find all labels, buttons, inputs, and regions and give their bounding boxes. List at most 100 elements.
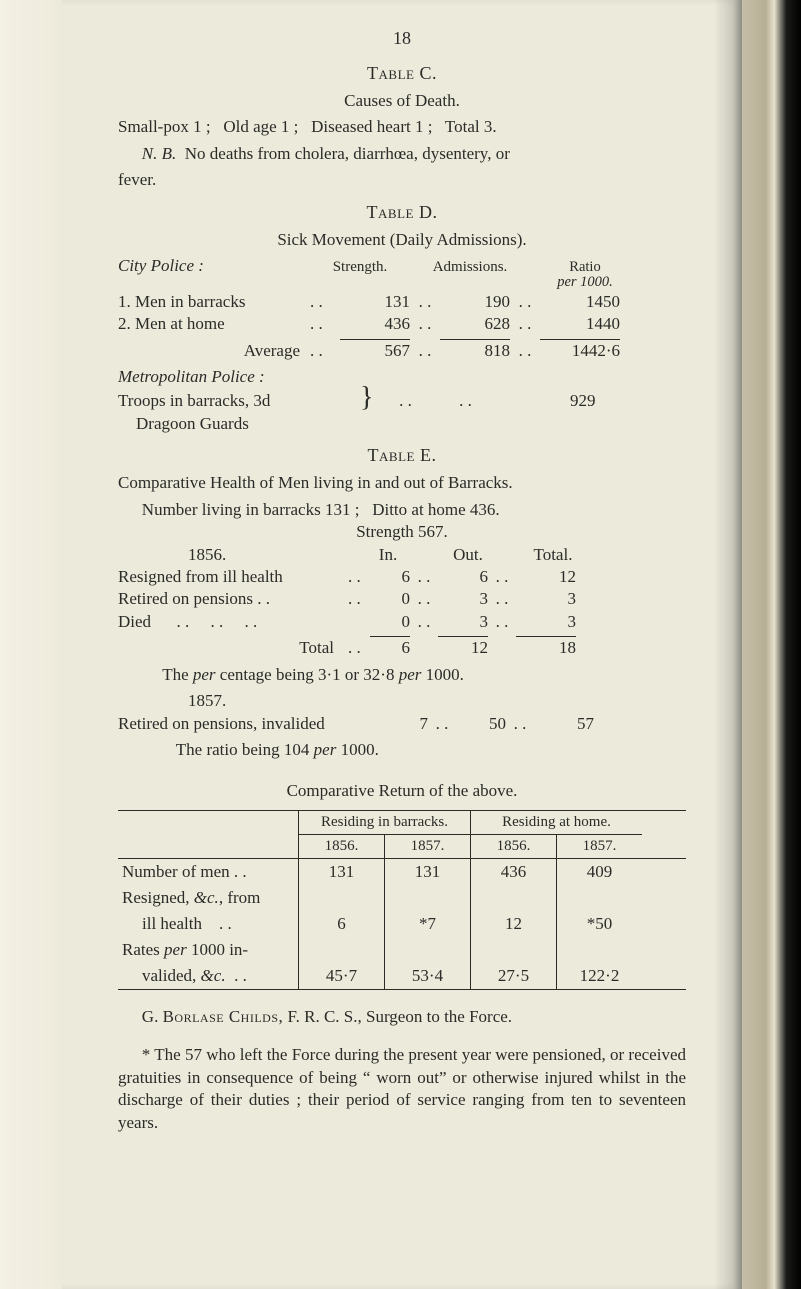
right-binding xyxy=(742,0,801,1289)
td-troops-l2: Dragoon Guards xyxy=(118,414,249,433)
ct-r1-label: Number of men . . xyxy=(118,859,298,885)
metro-police-label: Metropolitan Police : xyxy=(118,366,686,388)
ct-group2: Residing at home. xyxy=(470,811,642,834)
te-year1: 1856. xyxy=(118,544,348,566)
te-line2b: Ditto at home 436. xyxy=(372,500,499,519)
ct-r5-a: 45·7 xyxy=(298,963,384,989)
comp-return-title: Comparative Return of the above. xyxy=(118,780,686,802)
te-r3-label-text: Died xyxy=(118,612,151,631)
te-tot-out: 12 xyxy=(438,637,488,659)
ct-r4-a xyxy=(298,937,384,963)
tc-smallpox: Small-pox 1 ; xyxy=(118,117,211,136)
te-r1-label: Resigned from ill health xyxy=(118,566,348,588)
te-r1-total: 12 xyxy=(516,566,576,588)
te-row-1: Resigned from ill health . . 6 . . 6 . .… xyxy=(118,566,686,588)
te-row-2: Retired on pensions . . . . 0 . . 3 . . … xyxy=(118,588,686,610)
signature-line: G. Borlase Childs, F. R. C. S., Surgeon … xyxy=(118,1006,686,1028)
te-per-b: per xyxy=(193,665,216,684)
ct-r2-label: Resigned, &c., from xyxy=(118,885,298,911)
ct-r3-c: 12 xyxy=(470,911,556,937)
te-line2a: Number living in barracks 131 ; xyxy=(142,500,360,519)
table-d-header-row: City Police : Strength. Admissions. Rati… xyxy=(118,255,686,290)
page-number: 18 xyxy=(118,28,686,49)
nb-label: N. B. xyxy=(142,144,176,163)
ct-r2-a xyxy=(298,885,384,911)
td-troops-row: Troops in barracks, 3d Dragoon Guards } … xyxy=(118,388,686,435)
te-total-label: Total xyxy=(118,637,348,659)
ct-r5-d: 122·2 xyxy=(556,963,642,989)
td-troops-l1: Troops in barracks, 3d xyxy=(118,391,270,410)
sig-a: G. xyxy=(142,1007,163,1026)
page: 18 Table C. Causes of Death. Small-pox 1… xyxy=(62,0,742,1289)
ct-r1-a: 131 xyxy=(298,859,384,885)
te-line2: Number living in barracks 131 ; Ditto at… xyxy=(118,499,686,521)
table-e-heading: Table E. xyxy=(118,445,686,466)
footnote: * The 57 who left the Force during the p… xyxy=(118,1044,686,1134)
ct-r5-b: 53·4 xyxy=(384,963,470,989)
ct-group-row: Residing in barracks. Residing at home. xyxy=(118,811,686,834)
te-row-3: Died . . . . . . 0 . . 3 . . 3 xyxy=(118,611,686,633)
te-per-line: The per centage being 3·1 or 32·8 per 10… xyxy=(118,664,686,686)
table-d-subtitle: Sick Movement (Daily Admissions). xyxy=(118,229,686,251)
ct-r1: Number of men . . 131 131 436 409 xyxy=(118,859,686,885)
table-c-subtitle: Causes of Death. xyxy=(118,90,686,112)
te-ret-a: 7 xyxy=(388,713,428,735)
ct-r5-c: 27·5 xyxy=(470,963,556,989)
te-r3-in: 0 xyxy=(370,611,410,633)
ct-r3: ill health . . 6 *7 12 *50 xyxy=(118,911,686,937)
te-r2-total: 3 xyxy=(516,588,576,610)
ct-r5: valided, &c. . . 45·7 53·4 27·5 122·2 xyxy=(118,963,686,989)
td-row-2: 2. Men at home . . 436 . . 628 . . 1440 xyxy=(118,313,686,335)
ct-stub-blank xyxy=(118,811,298,834)
te-r2-label: Retired on pensions . . xyxy=(118,588,348,610)
footnote-text: * The 57 who left the Force during the p… xyxy=(118,1044,686,1134)
te-per-c: centage being 3·1 or 32·8 xyxy=(216,665,399,684)
ct-r3-b: *7 xyxy=(384,911,470,937)
te-ret-b: 50 xyxy=(456,713,506,735)
ct-r4-b xyxy=(384,937,470,963)
table-d-heading: Table D. xyxy=(118,202,686,223)
te-col-out: Out. xyxy=(428,544,508,566)
comparative-table: Residing in barracks. Residing at home. … xyxy=(118,810,686,990)
te-per-d: per xyxy=(399,665,422,684)
te-r3-out: 3 xyxy=(438,611,488,633)
te-line3: Strength 567. xyxy=(118,521,686,543)
td-r1-strength: 131 xyxy=(340,291,410,313)
nb-text1: No deaths from cholera, diarrhœa, dysent… xyxy=(185,144,510,163)
te-ratio-line: The ratio being 104 per 1000. xyxy=(118,739,686,761)
te-ratio-c: 1000. xyxy=(336,740,379,759)
footnote-star: * xyxy=(142,1045,151,1064)
ct-year-row: 1856. 1857. 1856. 1857. xyxy=(118,834,686,858)
te-r2-out: 3 xyxy=(438,588,488,610)
ct-r1-b: 131 xyxy=(384,859,470,885)
te-per-e: 1000. xyxy=(421,665,464,684)
ct-y2: 1857. xyxy=(384,834,470,858)
td-r2-adm: 628 xyxy=(440,313,510,335)
table-c-heading: Table C. xyxy=(118,63,686,84)
ct-group1: Residing in barracks. xyxy=(298,811,470,834)
ct-r3-d: *50 xyxy=(556,911,642,937)
te-per-a: The xyxy=(162,665,193,684)
nb-text2: fever. xyxy=(118,169,686,191)
te-r3-label: Died . . . . . . xyxy=(118,611,348,633)
col-ratio-top: Ratio xyxy=(569,259,600,275)
tc-oldage: Old age 1 ; xyxy=(223,117,298,136)
te-r1-out: 6 xyxy=(438,566,488,588)
te-retired-label: Retired on pensions, invalided xyxy=(118,713,388,735)
ct-r2-c xyxy=(470,885,556,911)
table-c-nb: N. B. No deaths from cholera, diarrhœa, … xyxy=(118,143,686,165)
ct-stub-blank2 xyxy=(118,834,298,858)
table-c-line1: Small-pox 1 ; Old age 1 ; Diseased heart… xyxy=(118,116,686,138)
ct-r4: Rates per 1000 in- xyxy=(118,937,686,963)
ct-r4-label: Rates per 1000 in- xyxy=(118,937,298,963)
te-ret-c: 57 xyxy=(534,713,594,735)
ct-r4-d xyxy=(556,937,642,963)
tc-heart: Diseased heart 1 ; xyxy=(311,117,432,136)
footnote-body: The 57 who left the Force during the pre… xyxy=(118,1045,686,1131)
col-ratio: Ratio per 1000. xyxy=(530,260,640,290)
td-r2-label: 2. Men at home xyxy=(118,313,310,335)
td-avg-strength: 567 xyxy=(340,340,410,362)
te-ratio-b: per xyxy=(314,740,337,759)
td-r1-ratio: 1450 xyxy=(540,291,620,313)
td-troops-ratio: 929 xyxy=(495,390,595,412)
